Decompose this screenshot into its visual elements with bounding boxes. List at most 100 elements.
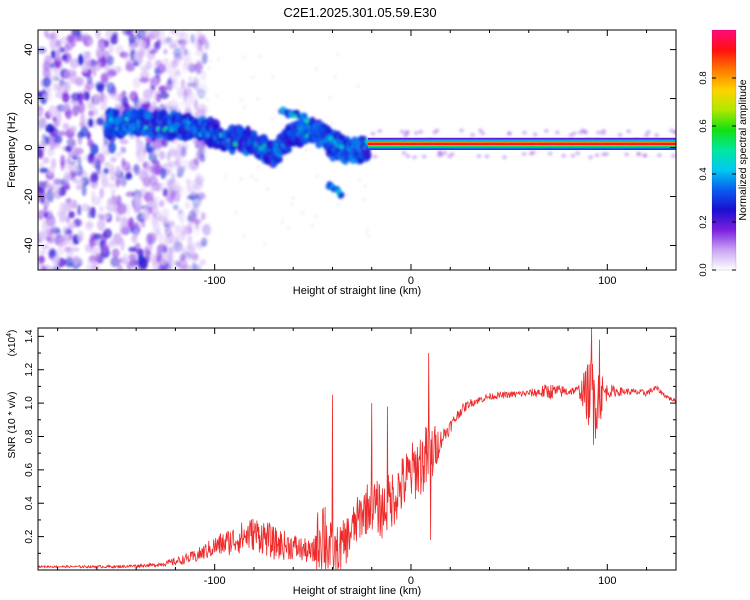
spectrogram-cell — [45, 86, 51, 93]
spectrogram-cell — [153, 141, 159, 150]
spectrogram-cell — [160, 37, 167, 46]
spectrogram-cell — [656, 153, 662, 158]
spectrogram-cell — [181, 185, 186, 197]
spectrogram-cell — [588, 155, 594, 160]
spectrogram-cell — [111, 248, 120, 259]
spectrogram-cell — [170, 234, 179, 246]
steady-band-dash — [416, 142, 422, 145]
spectrogram-cell — [580, 128, 586, 133]
y-tick-label: 0.2 — [24, 529, 35, 543]
spectrogram-cell — [90, 190, 96, 201]
spectrogram-cell — [109, 242, 118, 248]
spectrogram-cell — [42, 156, 50, 164]
spectrogram-cell — [61, 54, 68, 61]
spectrogram-cell — [42, 93, 47, 99]
steady-band-dash — [666, 142, 670, 145]
spectrogram-cell — [120, 238, 125, 252]
spectrogram-cell — [110, 156, 117, 163]
spectrogram-cell — [96, 117, 105, 126]
spectrogram-cell — [145, 233, 153, 246]
spectrogram-cell — [600, 131, 606, 136]
spectrogram-cell — [157, 63, 167, 74]
spectrogram-cell — [401, 151, 407, 156]
spectrogram-cell — [95, 47, 104, 60]
spectrogram-cell — [77, 204, 82, 216]
spectrogram-cell — [168, 148, 178, 157]
spectrogram-cell — [370, 131, 376, 136]
spectrogram-cell — [77, 155, 82, 168]
spectrogram-cell — [128, 253, 137, 261]
spectrogram-cell — [199, 36, 206, 46]
spectrogram-cell — [68, 125, 77, 133]
x-tick-label: 0 — [408, 275, 414, 287]
spectrogram-cell — [68, 202, 73, 210]
steady-band-dash — [544, 142, 551, 145]
spectrogram-cell — [75, 76, 85, 87]
spectrogram-cell — [80, 177, 90, 186]
figure-title: C2E1.2025.301.05.59.E30 — [283, 5, 436, 20]
spectrogram-cell — [41, 265, 47, 270]
spectrogram-cell — [156, 249, 163, 261]
spectrogram-cell — [158, 200, 165, 208]
x-tick-label: 100 — [598, 575, 616, 587]
spectrogram-cell — [92, 107, 99, 117]
spectrogram-cell — [132, 77, 141, 90]
spectrogram-cell — [205, 154, 209, 158]
spectrogram-cell — [110, 256, 120, 268]
spectrogram-cell — [157, 265, 166, 270]
spectrogram-cell — [285, 146, 292, 153]
steady-band-dash — [552, 142, 559, 145]
spectrogram-cell — [62, 225, 67, 234]
spectrogram-cell — [107, 196, 118, 206]
spectrogram-cell — [250, 174, 253, 178]
spectrogram-cell — [45, 123, 55, 133]
spectrogram-cell — [169, 220, 175, 228]
spectrogram-cell — [81, 64, 89, 73]
spectrogram-cell — [372, 154, 378, 159]
spectrogram-cell — [543, 128, 549, 133]
spectrogram-cell — [97, 43, 106, 50]
spectrogram-cell — [134, 163, 140, 176]
spectrogram-cell — [60, 154, 66, 167]
spectrogram-cell — [477, 128, 483, 133]
spectrogram-cell — [197, 192, 206, 201]
spectrogram-cell — [311, 224, 315, 228]
spectrogram-cell — [81, 203, 90, 212]
spectrogram-cell — [522, 130, 527, 135]
snr-scale-label: (x104) — [6, 330, 18, 357]
spectrogram-cell — [167, 247, 175, 261]
spectrogram-cell — [142, 176, 151, 187]
steady-band-dash — [451, 142, 458, 145]
spectrogram-cell — [66, 34, 75, 43]
spectrogram-cell — [307, 120, 314, 127]
spectrogram-cell — [88, 109, 95, 117]
spectrogram-cell — [84, 39, 89, 46]
x-tick-label: -100 — [204, 275, 226, 287]
spectrogram-cell — [53, 67, 58, 76]
spectrogram-cell — [46, 33, 55, 41]
spectrogram-cell — [128, 44, 135, 52]
spectrogram-cell — [186, 178, 191, 192]
spectrogram-cell — [336, 203, 340, 207]
spectrogram-cell — [363, 184, 367, 188]
spectrogram-cell — [47, 209, 53, 217]
spectrogram-cell — [151, 252, 156, 263]
spectrogram-cell — [188, 75, 193, 84]
snr-y-label: SNR (10 * v/v) — [6, 391, 18, 458]
spectrogram-cell — [193, 252, 199, 262]
spectrogram-cell — [90, 60, 99, 66]
spectrogram-cell — [418, 129, 424, 134]
spectrogram-cell — [280, 220, 284, 224]
spectrogram-cell — [670, 153, 676, 158]
spectrogram-cell — [673, 130, 676, 135]
spectrogram-x-ticks: -100 0 100 — [57, 30, 648, 287]
spectrogram-cell — [171, 72, 182, 78]
spectrogram-cell — [149, 49, 157, 55]
spectrogram-cell — [38, 123, 44, 132]
steady-band-dash — [562, 142, 568, 145]
spectrogram-cell — [122, 52, 133, 62]
spectrogram-cell — [530, 150, 536, 155]
spectrogram-cell — [186, 194, 195, 201]
spectrogram-cell — [161, 218, 171, 225]
spectrogram-cell — [179, 253, 186, 261]
